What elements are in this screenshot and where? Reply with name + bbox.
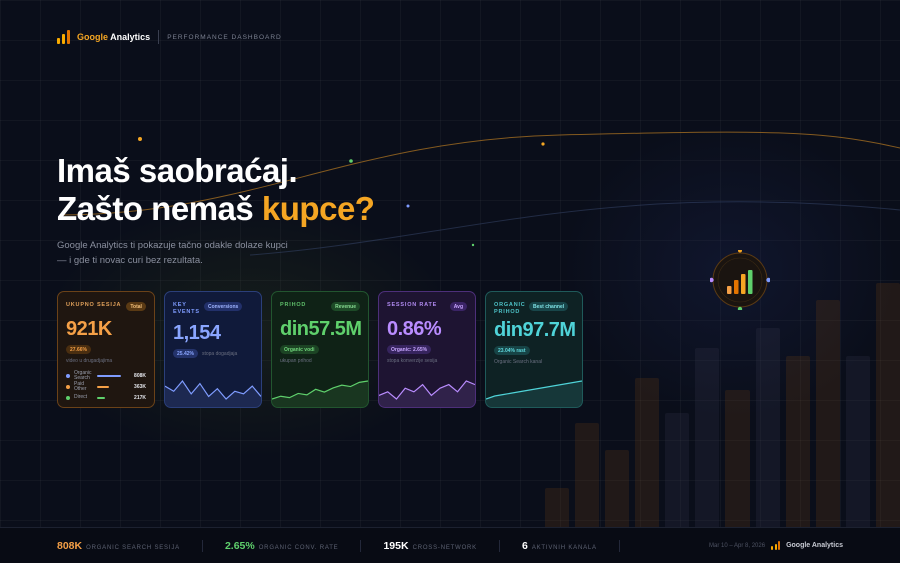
card-badge-note: stopa dogadjaja bbox=[201, 350, 238, 357]
channel-row: Organic Search 808K bbox=[66, 370, 146, 381]
channel-dot bbox=[66, 384, 70, 389]
sparkline-chart bbox=[272, 380, 368, 407]
channel-dot bbox=[66, 395, 70, 400]
footer-stat-value: 808K bbox=[57, 539, 83, 552]
sparkline-chart bbox=[379, 380, 475, 407]
footer-stat-label: ORGANIC CONV. RATE bbox=[258, 544, 339, 551]
channel-bar bbox=[97, 374, 121, 377]
channel-bar bbox=[97, 396, 105, 399]
card-pill: Conversions bbox=[204, 302, 243, 311]
footer-brand: Google Analytics bbox=[786, 542, 843, 549]
card-organic-revenue[interactable]: ORGANIC PRIHOD Best channel din97.7M 23.… bbox=[485, 291, 583, 408]
card-note: video u drugadjajima bbox=[66, 358, 113, 364]
channel-row: Paid Other 363K bbox=[66, 381, 146, 392]
card-note: stopa konverzije sesija bbox=[387, 358, 438, 364]
footer-stat: 6 AKTIVNIH KANALA bbox=[521, 539, 620, 552]
card-value: din57.5M bbox=[280, 318, 362, 340]
hero-description: Google Analytics ti pokazuje tačno odakl… bbox=[57, 240, 288, 266]
sparkline-area bbox=[272, 381, 368, 407]
card-value: din97.7M bbox=[494, 319, 576, 341]
card-value: 1,154 bbox=[173, 322, 221, 344]
sparkline-line bbox=[379, 380, 475, 400]
card-pill: Best channel bbox=[529, 302, 569, 311]
card-badge: 27.66% bbox=[66, 345, 91, 354]
card-pill: Avg bbox=[449, 302, 467, 311]
channel-value: 217K bbox=[134, 394, 146, 401]
channel-name: Paid Other bbox=[74, 380, 87, 392]
sparkline-line bbox=[486, 380, 582, 400]
sparkline-chart bbox=[486, 380, 582, 407]
card-pill: Revenue bbox=[331, 302, 360, 311]
card-label: KEY EVENTS bbox=[173, 302, 200, 315]
footer-brand-area: Mar 10 – Apr 8, 2026 Google Analytics bbox=[709, 541, 843, 550]
footer-stats-bar: 808K ORGANIC SEARCH SESIJA 2.65% ORGANIC… bbox=[0, 527, 900, 563]
footer-stat-value: 6 bbox=[521, 539, 528, 552]
card-badge: Organic vodi bbox=[280, 345, 319, 354]
card-label: PRIHOD bbox=[280, 302, 307, 308]
card-note: Organic Search kanal bbox=[494, 359, 543, 365]
card-key-events[interactable]: KEY EVENTS Conversions 1,154 25.42% stop… bbox=[164, 291, 262, 408]
brand-name: Google Analytics bbox=[77, 32, 150, 42]
brand-google: Google bbox=[77, 32, 108, 42]
card-badge: 25.42% bbox=[173, 349, 198, 358]
header-subtitle: PERFORMANCE DASHBOARD bbox=[167, 33, 282, 41]
card-value: 921K bbox=[66, 318, 112, 340]
headline: Imaš saobraćaj. Zašto nemaš kupce? bbox=[57, 152, 375, 228]
card-label: UKUPNO SESIJA bbox=[66, 302, 122, 308]
footer-stat-value: 195K bbox=[383, 539, 409, 552]
footer-stat-label: AKTIVNIH KANALA bbox=[531, 544, 597, 551]
sparkline-area bbox=[486, 381, 582, 407]
analytics-emblem-icon bbox=[710, 250, 770, 310]
channel-value: 363K bbox=[134, 383, 146, 390]
card-revenue[interactable]: PRIHOD Revenue din57.5M Organic vodi uku… bbox=[271, 291, 369, 408]
background-bars bbox=[545, 268, 900, 528]
card-pill: Total bbox=[126, 302, 146, 311]
footer-stat: 808K ORGANIC SEARCH SESIJA bbox=[57, 539, 203, 552]
channel-name: Direct bbox=[74, 394, 88, 400]
sparkline-area bbox=[379, 381, 475, 407]
sparkline-line bbox=[165, 380, 261, 400]
analytics-logo-icon bbox=[57, 30, 70, 44]
footer-stat-label: CROSS-NETWORK bbox=[412, 544, 477, 551]
hero-headline: Imaš saobraćaj. Zašto nemaš kupce? bbox=[57, 152, 375, 228]
sparkline-area bbox=[165, 381, 261, 407]
card-label: SESSION RATE bbox=[387, 302, 438, 308]
card-label: ORGANIC PRIHOD bbox=[494, 302, 526, 315]
footer-stat: 195K CROSS-NETWORK bbox=[383, 539, 500, 552]
sparkline-chart bbox=[165, 380, 261, 407]
sparkline-line bbox=[272, 380, 368, 400]
headline-accent: kupce? bbox=[261, 190, 375, 227]
decorative-curve bbox=[59, 131, 900, 256]
channel-name: Organic Search bbox=[74, 369, 92, 381]
metric-cards: UKUPNO SESIJA Total 921K 27.66% video u … bbox=[57, 291, 583, 408]
card-note: ukupan prihod bbox=[280, 358, 312, 364]
footer-stat-value: 2.65% bbox=[224, 539, 255, 552]
headline-line-2: Zašto nemaš bbox=[57, 190, 262, 227]
footer-stat: 2.65% ORGANIC CONV. RATE bbox=[224, 539, 362, 552]
card-badge: Organic: 2.65% bbox=[387, 345, 432, 354]
card-total-sessions[interactable]: UKUPNO SESIJA Total 921K 27.66% video u … bbox=[57, 291, 155, 408]
channel-dot bbox=[66, 373, 70, 378]
header: Google Analytics PERFORMANCE DASHBOARD bbox=[57, 29, 282, 45]
card-value: 0.86% bbox=[387, 318, 442, 340]
channel-row: Direct 217K bbox=[66, 392, 146, 403]
brand-analytics: Analytics bbox=[108, 32, 151, 42]
channel-list: Organic Search 808K Paid Other 363K Dire… bbox=[66, 370, 146, 403]
channel-bar bbox=[97, 385, 109, 388]
card-badge: 23.04% rast bbox=[494, 346, 530, 355]
headline-line-1: Imaš saobraćaj. bbox=[57, 152, 298, 189]
card-session-rate[interactable]: SESSION RATE Avg 0.86% Organic: 2.65% st… bbox=[378, 291, 476, 408]
header-divider bbox=[158, 30, 160, 44]
footer-stat-label: ORGANIC SEARCH SESIJA bbox=[86, 544, 180, 551]
analytics-logo-icon bbox=[771, 541, 781, 550]
channel-value: 808K bbox=[134, 372, 146, 379]
date-range: Mar 10 – Apr 8, 2026 bbox=[709, 542, 766, 549]
